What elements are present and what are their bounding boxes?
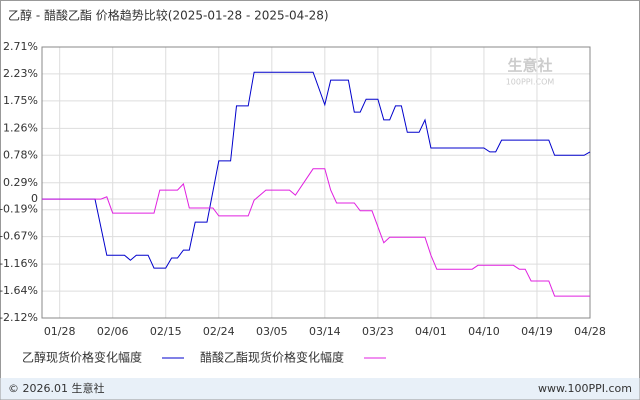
watermark: 100PPI.COM — [506, 78, 555, 87]
y-tick-label: -0.67% — [0, 230, 38, 243]
x-tick-label: 04/19 — [521, 325, 553, 338]
series-line — [42, 71, 591, 269]
footer-left: © 2026.01 生意社 — [8, 381, 104, 395]
y-tick-label: 1.26% — [3, 121, 38, 134]
footer-right: www.100PPI.com — [538, 382, 632, 395]
x-tick-label: 04/28 — [574, 325, 606, 338]
legend-label: 醋酸乙酯现货价格变化幅度 — [200, 350, 344, 365]
y-tick-label: 2.71% — [3, 40, 38, 53]
x-tick-label: 03/14 — [309, 325, 341, 338]
chart-title: 乙醇 - 醋酸乙酯 价格趋势比较(2025-01-28 - 2025-04-28… — [8, 8, 329, 23]
x-tick-label: 01/28 — [44, 325, 76, 338]
x-tick-label: 02/15 — [150, 325, 182, 338]
y-tick-label: -0.19% — [0, 203, 38, 216]
y-tick-label: -2.12% — [0, 311, 38, 324]
y-tick-label: 0.29% — [3, 176, 38, 189]
footer-bar — [0, 378, 640, 400]
series-line — [42, 168, 590, 297]
x-tick-label: 02/24 — [203, 325, 235, 338]
legend-label: 乙醇现货价格变化幅度 — [22, 350, 142, 365]
x-tick-label: 04/10 — [468, 325, 500, 338]
y-tick-label: 1.75% — [3, 94, 38, 107]
y-tick-label: 0.78% — [3, 148, 38, 161]
x-tick-label: 03/05 — [256, 325, 288, 338]
y-tick-label: -1.64% — [0, 284, 38, 297]
x-tick-label: 02/06 — [97, 325, 129, 338]
x-tick-label: 03/23 — [362, 325, 394, 338]
y-tick-label: 0 — [31, 192, 38, 205]
plot-border — [41, 46, 591, 319]
y-tick-label: -1.16% — [0, 257, 38, 270]
watermark: 生意社 — [507, 57, 552, 75]
x-tick-label: 04/01 — [415, 325, 447, 338]
y-tick-label: 2.23% — [3, 67, 38, 80]
